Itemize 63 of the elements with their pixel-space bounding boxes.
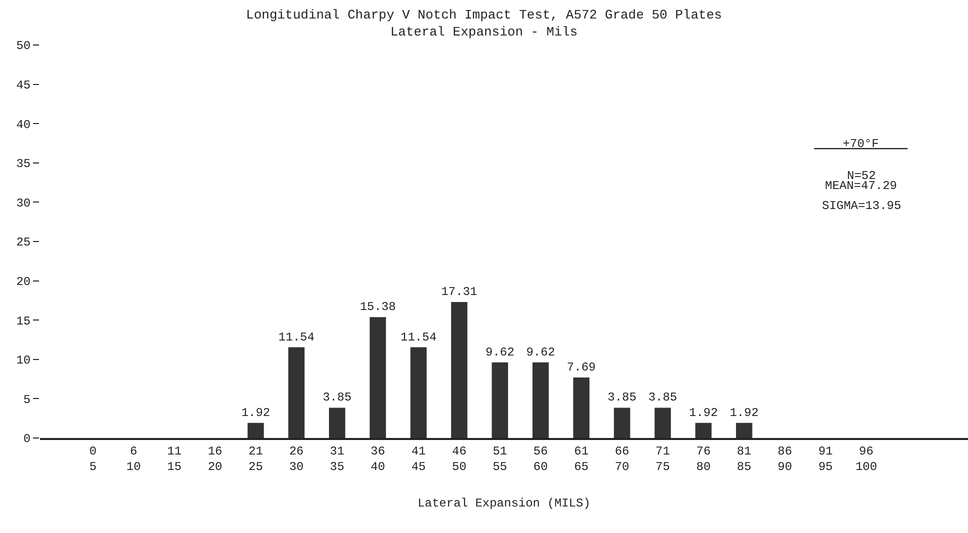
x-tick-label: 11 15: [167, 444, 182, 474]
y-tick-label: 0: [23, 432, 31, 446]
data-label: 17.31: [441, 284, 478, 299]
x-tick-label: 6 10: [126, 444, 141, 474]
annotation: SIGMA=13.95: [822, 199, 902, 213]
y-tick-label: 35: [16, 157, 31, 172]
annotation: +70°F: [814, 137, 908, 151]
data-label: 9.62: [526, 345, 556, 360]
bar: [370, 317, 386, 438]
data-label: 1.92: [730, 406, 759, 420]
x-tick-label: 91 95: [818, 444, 833, 474]
y-tick-label: 25: [16, 236, 31, 250]
bar: [328, 408, 346, 438]
bar: [451, 302, 468, 438]
x-tick-label: 81 85: [736, 444, 752, 474]
x-tick-label: 71 75: [656, 444, 670, 474]
x-tick-label: 21 25: [248, 444, 263, 474]
chart-subtitle: Lateral Expansion - Mils: [390, 24, 578, 40]
x-tick-label: 56 60: [533, 444, 548, 474]
x-tick-label: 16 20: [208, 444, 222, 474]
chart-title: Longitudinal Charpy V Notch Impact Test, A572 Grade 50 Plates: [246, 8, 722, 23]
data-label: 3.85: [608, 390, 636, 405]
y-tick-label: 45: [16, 78, 31, 92]
y-tick-label: 5: [23, 392, 31, 407]
x-tick-label: 66 70: [614, 444, 630, 474]
data-label: 9.62: [486, 345, 514, 360]
x-tick-label: 61 65: [574, 444, 589, 474]
data-label: 11.54: [400, 330, 437, 344]
y-tick-label: 20: [16, 275, 31, 289]
data-label: 3.85: [322, 390, 352, 405]
data-label: 1.92: [689, 406, 718, 420]
x-tick-label: 26 30: [289, 444, 304, 474]
bar: [573, 378, 590, 438]
x-tick-label: 41 45: [411, 444, 426, 474]
x-tick-label: 0 5: [89, 444, 97, 474]
y-tick-label: 50: [16, 39, 31, 54]
y-tick-label: 10: [16, 354, 31, 368]
x-tick-label: 86 90: [778, 444, 792, 474]
bar: [492, 362, 508, 438]
y-tick-label: 40: [16, 118, 31, 132]
data-label: 7.69: [566, 360, 596, 375]
bar: [532, 362, 549, 438]
annotation: MEAN=47.29: [825, 179, 898, 193]
y-tick-label: 15: [16, 314, 31, 328]
x-tick-label: 46 50: [452, 444, 466, 474]
x-tick-label: 96 100: [855, 444, 878, 474]
bar: [736, 422, 752, 438]
bar: [248, 422, 264, 438]
bar: [288, 347, 305, 438]
y-tick-label: 30: [16, 196, 31, 210]
x-tick-label: 31 35: [330, 444, 344, 474]
bar: [654, 408, 671, 438]
x-tick-label: 76 80: [696, 444, 711, 474]
data-label: 1.92: [241, 406, 270, 420]
x-tick-label: 36 40: [370, 444, 386, 474]
x-tick-label: 51 55: [492, 444, 508, 474]
data-label: 3.85: [648, 390, 678, 405]
bar: [614, 408, 630, 438]
bar: [410, 347, 427, 438]
x-axis-title: Lateral Expansion (MILS): [418, 496, 590, 510]
bar: [695, 422, 712, 438]
data-label: 15.38: [360, 300, 396, 314]
data-label: 11.54: [278, 330, 314, 344]
